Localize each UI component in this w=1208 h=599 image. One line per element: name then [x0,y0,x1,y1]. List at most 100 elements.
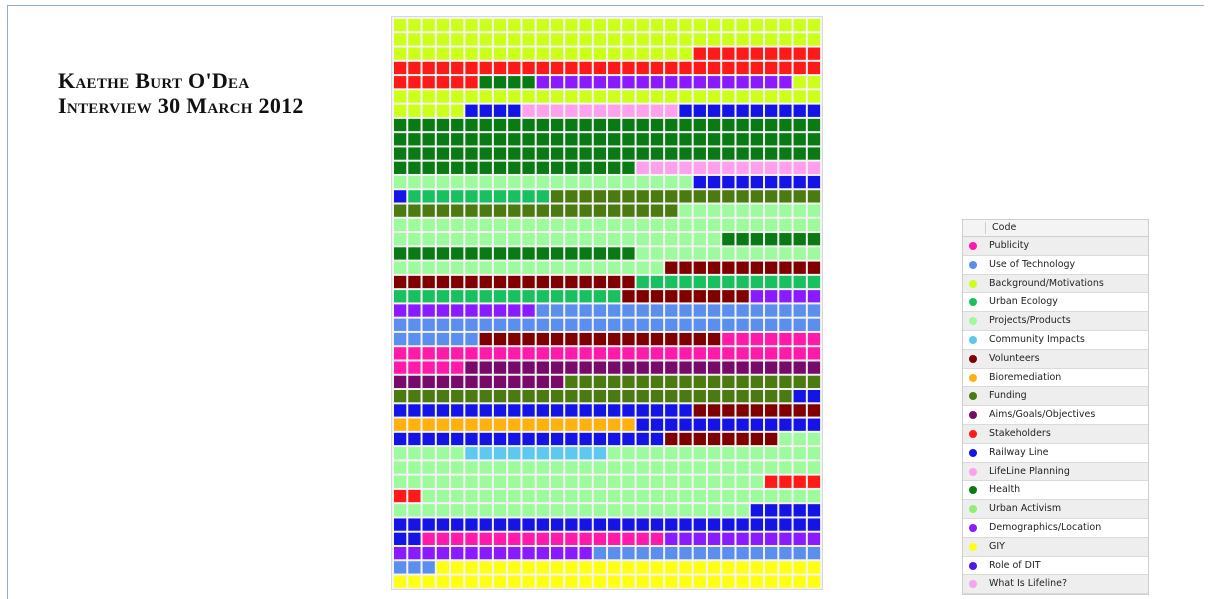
grid-cell-ut [536,318,549,331]
grid-cell-pp [579,261,592,274]
grid-cell-gi [550,561,564,574]
grid-cell-he [679,118,692,132]
grid-cell-pp [550,489,564,503]
grid-cell-he [479,76,492,89]
grid-cell-ai [479,361,492,374]
title-line-1: Kaethe Burt O'Dea [58,68,250,93]
grid-cell-lp [636,161,649,174]
grid-cell-bi [593,418,607,431]
grid-cell-st [793,47,806,60]
grid-cell-pp [493,233,507,246]
grid-cell-rl [750,418,764,431]
grid-cell-he [793,118,806,132]
legend-item: Urban Ecology [963,293,1148,313]
grid-cell-st [593,61,607,75]
grid-cell-ai [807,361,821,374]
grid-cell-he [779,133,792,146]
grid-cell-pp [622,218,635,232]
grid-cell-rl [665,418,678,431]
grid-cell-pp [636,504,649,517]
grid-cell-ut [422,561,435,574]
grid-cell-gi [565,575,578,588]
grid-cell-pu [608,532,621,545]
grid-cell-pp [750,447,764,460]
grid-cell-rl [793,390,806,403]
grid-cell-pp [722,475,735,488]
grid-cell-bg [608,19,621,32]
grid-cell-lp [707,161,721,174]
grid-cell-pp [636,218,649,232]
grid-cell-rl [636,404,649,417]
grid-cell-pp [807,218,821,232]
grid-cell-he [436,147,450,160]
grid-cell-bg [422,104,435,117]
grid-cell-he [394,147,407,160]
grid-cell-fu [608,204,621,217]
grid-cell-vo [536,332,549,346]
grid-cell-he [565,161,578,174]
grid-cell-pp [565,489,578,503]
grid-cell-pp [565,504,578,517]
legend-color-dot-icon [969,486,977,495]
grid-cell-ut [465,332,478,346]
grid-cell-de [765,532,778,545]
grid-cell-gi [665,575,678,588]
grid-cell-vo [765,404,778,417]
grid-cell-bg [508,47,521,60]
grid-cell-pp [579,475,592,488]
grid-cell-pp [579,218,592,232]
grid-cell-pp [736,204,749,217]
grid-cell-fu [622,204,635,217]
grid-cell-st [722,47,735,60]
grid-cell-pp [394,218,407,232]
grid-cell-gi [779,561,792,574]
grid-cell-pp [793,432,806,446]
grid-cell-pp [608,461,621,474]
grid-cell-ai [436,375,450,389]
grid-cell-st [679,61,692,75]
grid-cell-pu [579,347,592,360]
grid-cell-pp [807,489,821,503]
grid-cell-ue [636,275,649,289]
grid-cell-ut [622,318,635,331]
grid-cell-he [465,161,478,174]
grid-cell-bg [679,90,692,103]
grid-cell-pu [593,532,607,545]
grid-cell-pp [436,489,450,503]
grid-cell-vo [479,275,492,289]
grid-cell-bg [422,33,435,46]
grid-cell-fu [579,390,592,403]
grid-cell-fu [665,190,678,203]
grid-cell-vo [693,404,706,417]
grid-cell-rl [779,418,792,431]
grid-cell-he [408,247,421,260]
grid-cell-vo [394,275,407,289]
grid-cell-ue [565,290,578,303]
grid-cell-bg [436,104,450,117]
grid-cell-pp [550,504,564,517]
grid-cell-he [493,133,507,146]
grid-cell-pp [422,489,435,503]
grid-cell-fu [565,204,578,217]
grid-cell-he [565,133,578,146]
grid-cell-pp [765,461,778,474]
grid-cell-vo [779,261,792,274]
grid-cell-fu [522,204,535,217]
grid-cell-st [793,475,806,488]
grid-cell-pp [408,175,421,189]
grid-cell-gi [593,575,607,588]
grid-cell-vo [765,261,778,274]
grid-cell-gi [536,575,549,588]
grid-cell-pp [736,247,749,260]
grid-cell-pp [451,175,464,189]
grid-cell-ut [565,304,578,317]
grid-cell-he [736,233,749,246]
grid-cell-de [722,76,735,89]
grid-cell-ut [665,318,678,331]
grid-cell-rl [622,404,635,417]
grid-cell-bi [536,418,549,431]
grid-cell-gi [736,575,749,588]
grid-cell-st [436,76,450,89]
grid-cell-pp [408,218,421,232]
grid-cell-bg [650,19,664,32]
